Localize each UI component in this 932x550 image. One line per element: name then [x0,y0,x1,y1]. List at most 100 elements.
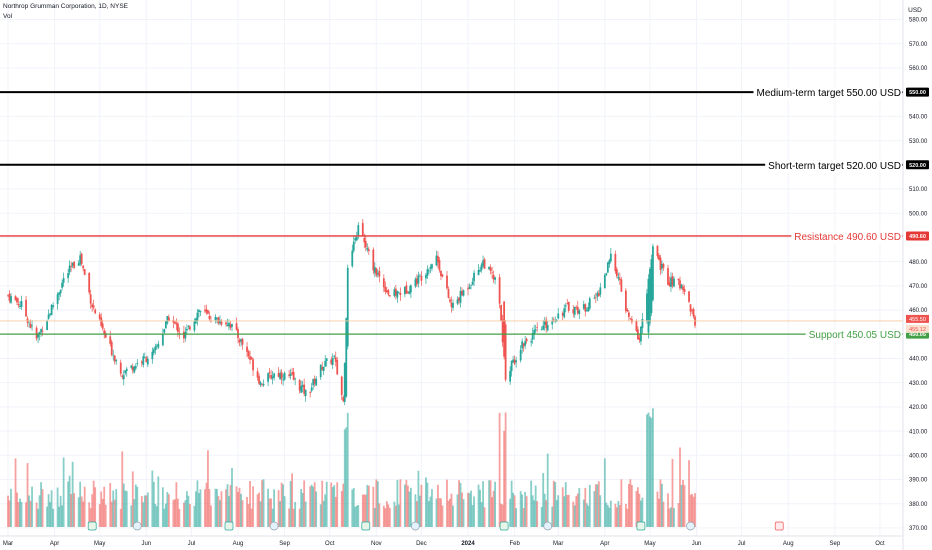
candle-body [459,290,462,303]
candle-body [38,332,41,335]
candle-body [110,341,113,355]
volume-bar [49,502,51,527]
volume-bar [351,489,354,527]
x-tick-label: Jun [692,541,702,547]
last-price-tag-text: 455.12 [909,327,926,333]
candle-body [40,329,42,333]
volume-bar [256,494,259,527]
candle-body [352,241,355,251]
volume-bar [531,495,534,527]
volume-bar [650,417,653,527]
volume-bar [247,503,250,527]
volume-bar [396,479,399,527]
volume-bar [437,484,439,527]
volume-bar [258,492,260,527]
candle-body [599,287,602,295]
volume-bar [131,471,134,527]
candle-body [435,255,438,266]
volume-bar [110,501,113,527]
candle-body [471,281,474,285]
candlesticks [7,219,696,406]
volume-bar [691,493,693,527]
candle-body [540,329,543,330]
volume-bar [597,481,600,527]
volume-bar [241,500,244,527]
volume-bar [298,508,301,527]
candle-body [319,364,322,378]
candle-body [670,277,672,288]
volume-bar [498,412,501,527]
volume-bar [134,484,137,527]
volume-bar [267,488,269,527]
volume-bar [566,495,569,527]
volume-bar [546,453,549,527]
time-axis[interactable]: Mar Apr May Jun Jul Aug Sep Oct Nov Dec 2024 Feb Mar… [0,535,903,547]
volume-bar [456,494,459,527]
level-lines[interactable]: Medium-term target 550.00 USD Short-term … [0,87,903,343]
earnings-icon [636,521,646,531]
volume-bar [104,504,107,527]
candle-body [238,339,241,343]
price-axis[interactable]: USD [902,0,922,550]
volume-bar [551,506,554,527]
candle-body [677,278,680,281]
candle-body [246,346,248,352]
candle-body [388,295,391,297]
candle-body [155,345,158,347]
volume-bar [521,494,524,527]
volume-bar [428,501,430,527]
volume-bar [471,505,474,527]
x-tick-label: Apr [600,541,609,547]
candle-body [91,304,94,308]
candle-body [240,339,242,342]
volume-bar [536,501,539,527]
candle-body [661,263,663,269]
candle-body [71,262,74,266]
x-tick-label: Sep [279,541,290,547]
volume-bar [324,494,327,527]
candle-body [49,313,51,315]
volume-bar [10,488,12,527]
candle-body [449,299,451,302]
volume-bar [461,492,463,527]
candle-body [596,292,599,297]
candle-body [470,285,472,286]
volume-bar [652,408,654,527]
event-markers[interactable] [87,521,784,531]
y-tick-label: 530.00 [909,139,928,145]
volume-bar [259,501,262,527]
volume-bar [510,480,513,527]
candle-body [334,357,337,362]
y-tick-label: 470.00 [909,284,928,290]
candle-body [656,245,659,257]
candle-body [325,358,328,362]
candle-body [189,326,191,330]
y-tick-label: 580.00 [909,18,928,24]
volume-bar [406,485,409,527]
volume-bars [7,408,696,527]
volume-bar [17,502,20,527]
volume-bar [649,416,651,527]
candle-body [504,324,507,380]
volume-bar [575,495,578,527]
candle-body [692,308,695,317]
candle-body [167,317,170,321]
candle-body [396,290,399,298]
candle-body [163,329,166,333]
candle-body [7,295,9,296]
volume-bar [387,504,390,527]
volume-bar [637,487,639,527]
volume-bar [16,492,18,527]
volume-bar [367,485,370,527]
volume-bar [459,482,462,527]
candle-body [241,338,244,345]
volume-bar [304,501,307,527]
candle-body [250,357,253,360]
volume-bar [524,492,527,527]
candle-body [47,314,50,319]
candle-body [346,267,349,347]
candle-body [524,341,527,346]
volume-bar [67,481,70,527]
y-tick-label: 500.00 [909,211,928,217]
